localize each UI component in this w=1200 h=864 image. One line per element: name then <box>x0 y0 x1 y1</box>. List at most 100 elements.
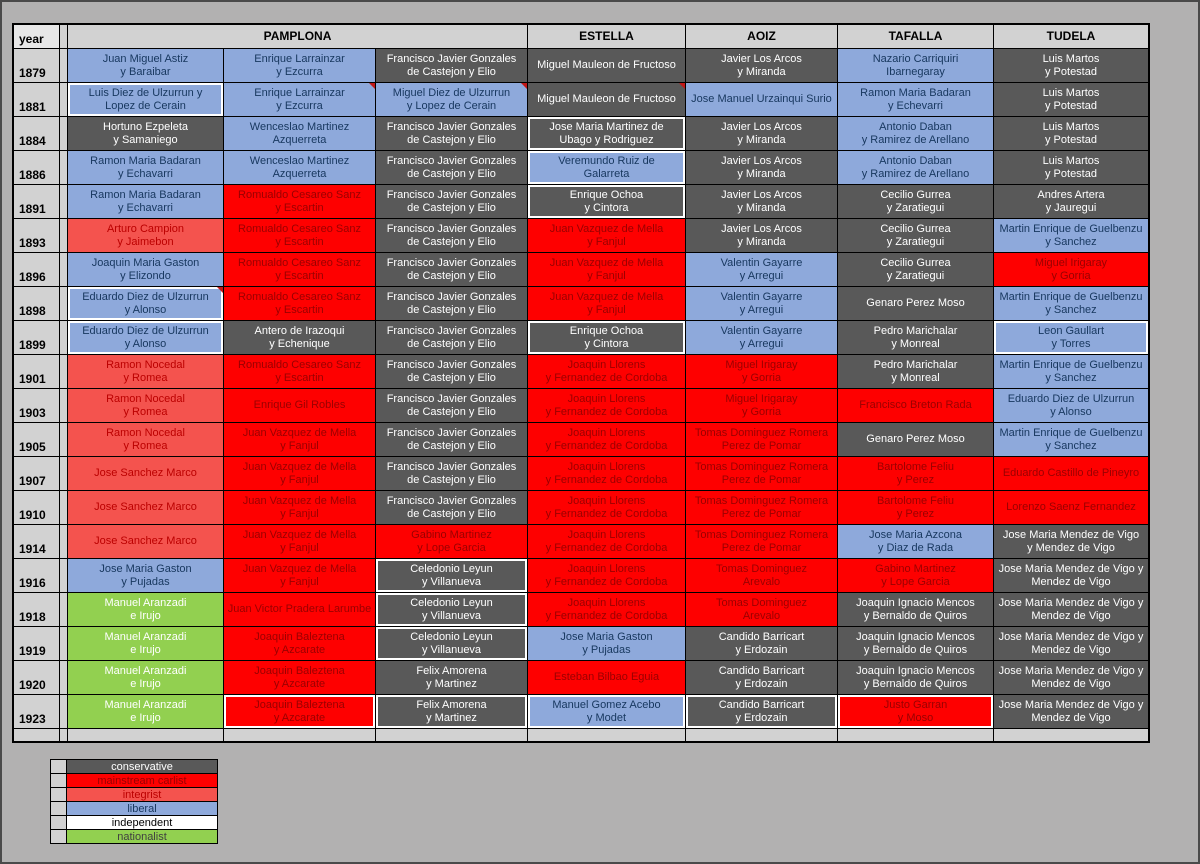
cell-1891-pamplona-2: Romualdo Cesareo Sanz y Escartin <box>224 185 375 218</box>
comment-marker-icon <box>369 83 375 89</box>
cell-1879-tafalla: Nazario Carriquiri Ibarnegaray <box>838 49 993 82</box>
cell-1884-pamplona-1: Hortuno Ezpeleta y Samaniego <box>68 117 223 150</box>
deputy-name-line: Andres Artera <box>1037 188 1105 201</box>
cell-1919-pamplona-1: Manuel Aranzadi e Irujo <box>68 627 223 660</box>
deputy-name-line: e Irujo <box>130 677 161 690</box>
cell-1923-tudela: Jose Maria Mendez de Vigo y Mendez de Vig… <box>994 695 1148 728</box>
deputy-name-line: Justo Garran <box>883 698 948 711</box>
deputy-name-line: Pedro Marichalar <box>873 358 958 371</box>
deputy-name-line: y Potestad <box>1045 99 1097 112</box>
deputy-name-line: Joaquin Llorens <box>567 358 646 371</box>
cell-1891-aoiz: Javier Los Arcos y Miranda <box>686 185 837 218</box>
year-1920: 1920 <box>14 661 59 694</box>
deputy-name-line: y Ezcurra <box>276 99 323 112</box>
deputy-name-line: Miguel Irigaray <box>1034 256 1108 269</box>
deputy-name-line: Jose Maria Mendez de Vigo <box>1002 528 1140 541</box>
deputy-name-line: Cecilio Gurrea <box>880 188 951 201</box>
cell-1923-pamplona-2: Joaquin Baleztena y Azcarate <box>224 695 375 728</box>
deputy-name-line: y Modet <box>586 711 627 724</box>
deputy-name-line: Felix Amorena <box>416 664 487 677</box>
deputy-name-line: Perez de Pomar <box>721 473 802 486</box>
year-1899: 1899 <box>14 321 59 354</box>
table-footer-cell <box>686 729 837 741</box>
cell-1914-tudela: Jose Maria Mendez de Vigo y Mendez de Vig… <box>994 525 1148 558</box>
deputy-name-line: Ramon Nocedal <box>106 358 185 371</box>
deputy-name-line: y Echevarri <box>887 99 944 112</box>
deputy-name-line: Romualdo Cesareo Sanz <box>238 256 361 269</box>
year-1898: 1898 <box>14 287 59 320</box>
deputy-name-line: y Bernaldo de Quiros <box>863 677 968 690</box>
cell-1919-pamplona-3: Celedonio Leyun y Villanueva <box>376 627 527 660</box>
deputy-name-line: e Irujo <box>130 711 161 724</box>
legend-label-nationalist: nationalist <box>67 830 217 843</box>
cell-1886-pamplona-3: Francisco Javier Gonzales de Castejon y E… <box>376 151 527 184</box>
row-spacer <box>60 287 67 320</box>
deputy-name-line: Francisco Javier Gonzales <box>386 120 517 133</box>
cell-1901-pamplona-1: Ramon Nocedal y Romea <box>68 355 223 388</box>
deputy-name-line: Tomas Dominguez <box>715 562 808 575</box>
year-1881: 1881 <box>14 83 59 116</box>
deputy-name-line: Francisco Javier Gonzales <box>386 324 517 337</box>
cell-1881-tudela: Luis Martos y Potestad <box>994 83 1148 116</box>
deputy-name-line: y Bernaldo de Quiros <box>863 643 968 656</box>
deputy-name-line: Enrique Ochoa <box>569 324 644 337</box>
deputy-name-line: de Castejon y Elio <box>407 473 496 486</box>
deputy-name-line: Tomas Dominguez Romera <box>694 460 829 473</box>
cell-1881-tafalla: Ramon Maria Badaran y Echevarri <box>838 83 993 116</box>
deputy-name-line: y Arregui <box>739 303 784 316</box>
cell-1891-pamplona-1: Ramon Maria Badaran y Echavarri <box>68 185 223 218</box>
deputy-name-line: y Fanjul <box>280 541 319 554</box>
deputy-name-line: de Castejon y Elio <box>407 439 496 452</box>
deputy-name-line: y Bernaldo de Quiros <box>863 609 968 622</box>
deputy-name-line: Tomas Dominguez <box>715 596 808 609</box>
deputy-name-line: Juan Vazquez de Mella <box>549 222 664 235</box>
header-tudela: TUDELA <box>994 25 1148 48</box>
deputy-name-line: Jose Maria Mendez de Vigo y <box>998 562 1144 575</box>
deputy-name-line: y Ezcurra <box>276 65 323 78</box>
deputy-name-line: Bartolome Feliu <box>876 460 955 473</box>
year-1905: 1905 <box>14 423 59 456</box>
cell-1884-estella: Jose Maria Martinez de Ubago y Rodriguez <box>528 117 685 150</box>
deputy-name-line: Veremundo Ruiz de <box>558 154 655 167</box>
row-spacer <box>60 491 67 524</box>
deputy-name-line: Juan Victor Pradera Larumbe <box>227 603 372 615</box>
deputy-name-line: Mendez de Vigo <box>1031 711 1111 724</box>
cell-1920-aoiz: Candido Barricart y Erdozain <box>686 661 837 694</box>
deputy-name-line: Juan Vazquez de Mella <box>242 494 357 507</box>
deputy-name-line: Mendez de Vigo <box>1031 609 1111 622</box>
cell-1905-tafalla: Genaro Perez Moso <box>838 423 993 456</box>
cell-1893-tudela: Martin Enrique de Guelbenzu y Sanchez <box>994 219 1148 252</box>
deputy-name-line: Jose Maria Mendez de Vigo y <box>998 698 1144 711</box>
cell-1905-pamplona-3: Francisco Javier Gonzales de Castejon y E… <box>376 423 527 456</box>
cell-1920-pamplona-2: Joaquin Baleztena y Azcarate <box>224 661 375 694</box>
cell-1916-aoiz: Tomas Dominguez Arevalo <box>686 559 837 592</box>
deputy-name-line: y Echavarri <box>117 201 174 214</box>
year-1914: 1914 <box>14 525 59 558</box>
cell-1903-pamplona-1: Ramon Nocedal y Romea <box>68 389 223 422</box>
deputy-name-line: Jose Maria Mendez de Vigo y <box>998 630 1144 643</box>
cell-1920-tafalla: Joaquin Ignacio Mencos y Bernaldo de Quir… <box>838 661 993 694</box>
row-spacer <box>60 389 67 422</box>
cell-1918-estella: Joaquin Llorens y Fernandez de Cordoba <box>528 593 685 626</box>
deputy-name-line: Jose Sanchez Marco <box>94 501 197 513</box>
cell-1916-tudela: Jose Maria Mendez de Vigo y Mendez de Vig… <box>994 559 1148 592</box>
year-1901: 1901 <box>14 355 59 388</box>
deputy-name-line: Romualdo Cesareo Sanz <box>238 358 361 371</box>
cell-1919-tafalla: Joaquin Ignacio Mencos y Bernaldo de Quir… <box>838 627 993 660</box>
cell-1903-pamplona-2: Enrique Gil Robles <box>224 389 375 422</box>
legend-label-integrist: integrist <box>67 788 217 801</box>
legend-swatch-nationalist <box>51 830 66 843</box>
cell-1918-tafalla: Joaquin Ignacio Mencos y Bernaldo de Quir… <box>838 593 993 626</box>
table-footer-cell <box>994 729 1148 741</box>
deputy-name-line: de Castejon y Elio <box>407 405 496 418</box>
deputy-name-line: de Castejon y Elio <box>407 269 496 282</box>
deputy-name-line: y Echavarri <box>117 167 174 180</box>
deputy-name-line: y Azcarate <box>273 711 326 724</box>
deputy-name-line: y Gorria <box>1051 269 1091 282</box>
cell-1907-pamplona-3: Francisco Javier Gonzales de Castejon y E… <box>376 457 527 490</box>
deputy-name-line: y Perez <box>896 473 935 486</box>
deputy-name-line: e Irujo <box>130 643 161 656</box>
cell-1910-pamplona-3: Francisco Javier Gonzales de Castejon y E… <box>376 491 527 524</box>
deputy-name-line: Javier Los Arcos <box>721 52 802 65</box>
